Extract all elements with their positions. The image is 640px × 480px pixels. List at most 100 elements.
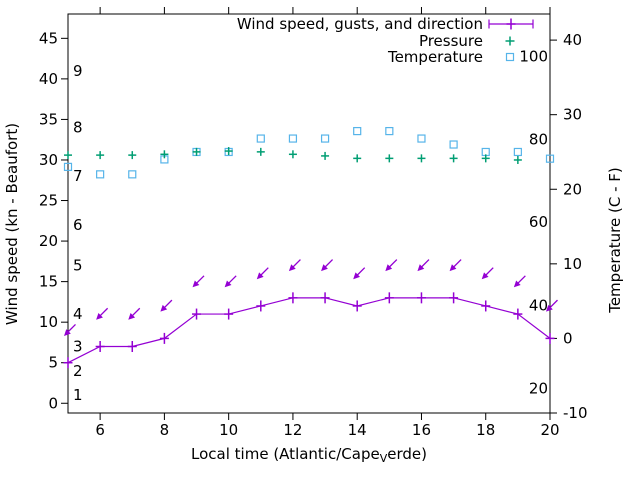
temperature-point xyxy=(353,126,362,136)
series-pressure xyxy=(64,147,522,164)
y-left-tick-label: 40 xyxy=(39,70,58,88)
wind-arrow-head xyxy=(224,280,232,288)
wind-arrow-shaft xyxy=(516,275,526,285)
wind-arrow-head xyxy=(288,264,296,272)
y-right-tick-label: 40 xyxy=(563,31,582,49)
beaufort-scale-labels: 1 2 3 4 5 6 7 8 9 xyxy=(73,62,83,404)
legend-label-temperature: Temperature xyxy=(387,48,483,66)
wind-arrow-head xyxy=(417,264,425,272)
x-tick-label: 18 xyxy=(476,421,495,439)
fahrenheit-scale-labels: 20 40 60 80 100 xyxy=(519,48,548,398)
x-tick-label: 16 xyxy=(412,421,431,439)
wind-arrow-head xyxy=(96,312,103,320)
y-left-tick-label: 35 xyxy=(39,110,58,128)
temperature-point xyxy=(288,134,298,143)
legend-label-pressure: Pressure xyxy=(419,32,483,50)
beaufort-label: 7 xyxy=(73,167,83,185)
wind-arrow-head xyxy=(128,312,136,320)
wind-arrow-head xyxy=(321,264,328,272)
fahrenheit-label: 80 xyxy=(529,130,548,148)
y-right-tick-label: -10 xyxy=(563,404,588,422)
series-temperature xyxy=(63,126,555,179)
temperature-point xyxy=(128,170,137,179)
y-left-tick-label: 5 xyxy=(48,354,58,372)
beaufort-label: 6 xyxy=(73,216,83,234)
y-right-tick-label: 0 xyxy=(563,329,573,347)
y-left-tick-label: 20 xyxy=(39,232,58,250)
wind-arrow-head xyxy=(160,304,168,312)
x-tick-label: 10 xyxy=(219,421,238,439)
y-left-tick-label: 25 xyxy=(39,192,58,210)
beaufort-label: 4 xyxy=(73,305,83,323)
temperature-point xyxy=(320,134,330,143)
y-left-tick-label: 10 xyxy=(39,313,58,331)
beaufort-label: 2 xyxy=(73,362,83,380)
wind-arrow-head xyxy=(385,264,393,272)
x-tick-label: 6 xyxy=(95,421,105,439)
legend: Wind speed, gusts, and directionPressure… xyxy=(237,15,534,66)
y-right-axis-title: Temperature (C - F) xyxy=(606,167,624,314)
legend-label-wind: Wind speed, gusts, and direction xyxy=(237,15,483,33)
fahrenheit-label: 100 xyxy=(519,48,548,66)
wind-arrow-head xyxy=(546,304,553,312)
wind-arrow-shaft xyxy=(259,267,269,277)
series-wind-speed xyxy=(63,292,555,369)
wind-arrow-shaft xyxy=(420,259,430,269)
beaufort-label: 3 xyxy=(73,338,83,356)
wind-arrow-shaft xyxy=(323,259,334,269)
y-left-tick-label: 45 xyxy=(39,29,58,47)
temperature-point xyxy=(63,162,73,171)
wind-arrow-head xyxy=(449,264,457,272)
temperature-point xyxy=(449,140,458,149)
wind-arrow-shaft xyxy=(195,275,205,285)
wind-arrow-shaft xyxy=(66,323,76,334)
x-tick-label: 20 xyxy=(540,421,559,439)
y-right-axis: -10 0 10 20 30 40 xyxy=(550,31,588,422)
y-right-tick-label: 20 xyxy=(563,180,582,198)
x-axis: 6 8 10 12 14 16 18 20 xyxy=(95,7,560,439)
wind-arrow-head xyxy=(481,272,489,280)
fahrenheit-label: 60 xyxy=(529,213,548,231)
y-left-axis-title: Wind speed (kn - Beaufort) xyxy=(3,123,21,325)
plot-border xyxy=(67,13,551,414)
beaufort-label: 8 xyxy=(73,119,83,137)
y-right-tick-label: 30 xyxy=(563,106,582,124)
y-left-tick-label: 30 xyxy=(39,151,58,169)
y-left-tick-label: 0 xyxy=(48,394,58,412)
beaufort-label: 9 xyxy=(73,62,83,80)
wind-arrow-shaft xyxy=(291,259,301,269)
wind-arrow-head xyxy=(192,280,200,288)
wind-arrow-shaft xyxy=(548,299,558,309)
wind-direction-arrows xyxy=(64,259,558,336)
wind-arrow-shaft xyxy=(484,267,494,277)
wind-arrow-shaft xyxy=(227,275,237,285)
wind-arrow-head xyxy=(64,329,71,336)
x-tick-label: 8 xyxy=(160,421,170,439)
wind-arrow-shaft xyxy=(163,299,173,309)
wind-arrow-shaft xyxy=(131,307,141,317)
x-axis-title: Local time (Atlantic/CapeVerde) xyxy=(191,445,427,465)
temperature-point xyxy=(545,154,555,163)
temperature-point xyxy=(385,126,394,136)
temperature-point xyxy=(96,170,105,179)
wind-arrow-shaft xyxy=(388,259,398,269)
fahrenheit-label: 20 xyxy=(529,379,548,397)
temperature-point xyxy=(513,147,522,157)
wind-arrow-shaft xyxy=(355,267,366,277)
fahrenheit-label: 40 xyxy=(529,297,548,315)
y-left-tick-label: 15 xyxy=(39,273,58,291)
wind-arrow-shaft xyxy=(98,307,109,317)
wind-arrow-head xyxy=(353,272,360,280)
wind-speed-line xyxy=(67,297,551,364)
beaufort-label: 1 xyxy=(73,386,83,404)
y-right-tick-label: 10 xyxy=(563,255,582,273)
wind-arrow-shaft xyxy=(452,259,462,269)
legend-sample-temperature xyxy=(505,52,515,62)
y-left-axis: 0 5 10 15 20 25 30 35 40 45 xyxy=(39,29,68,412)
wind-arrow-head xyxy=(256,272,264,280)
x-tick-label: 14 xyxy=(348,421,367,439)
temperature-point xyxy=(256,134,265,143)
